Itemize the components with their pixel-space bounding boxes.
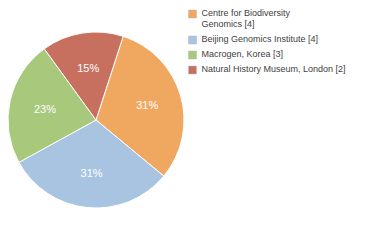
svg-text:Centre for BiodiversityGenomic: Centre for BiodiversityGenomics [4] bbox=[202, 8, 291, 29]
svg-text:31%: 31% bbox=[81, 167, 103, 179]
svg-text:Natural History Museum, London: Natural History Museum, London [2] bbox=[202, 64, 346, 74]
svg-text:Macrogen, Korea [3]: Macrogen, Korea [3] bbox=[202, 49, 284, 59]
svg-text:23%: 23% bbox=[34, 103, 56, 115]
svg-text:31%: 31% bbox=[136, 99, 158, 111]
svg-text:15%: 15% bbox=[77, 62, 99, 74]
svg-text:Beijing Genomics Institute [4]: Beijing Genomics Institute [4] bbox=[202, 34, 319, 44]
